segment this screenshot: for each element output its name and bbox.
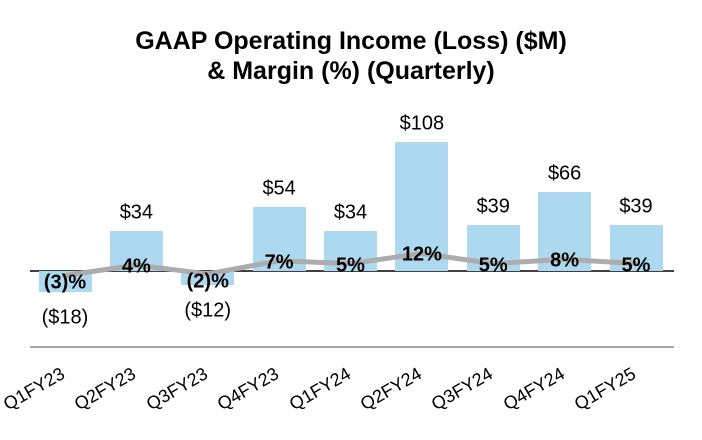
margin-value-label: 7% — [264, 251, 294, 274]
category-axis-label-Q4FY23: Q4FY23 — [214, 363, 283, 415]
margin-value-label: 5% — [478, 254, 508, 277]
bar-value-label: $108 — [399, 112, 445, 135]
bar-value-label: $66 — [547, 162, 582, 185]
chart-title: GAAP Operating Income (Loss) ($M) & Marg… — [0, 26, 702, 86]
category-axis-label-Q1FY25: Q1FY25 — [570, 363, 639, 415]
category-axis-line — [30, 345, 674, 348]
bar-value-label: $34 — [333, 201, 368, 224]
bar-value-label: $39 — [476, 195, 510, 218]
margin-value-label: (2)% — [186, 270, 229, 293]
category-axis-label-Q2FY23: Q2FY23 — [71, 363, 140, 415]
margin-value-label: (3)% — [43, 271, 87, 294]
bar-value-label: ($18) — [41, 306, 89, 329]
margin-value-label: 5% — [336, 254, 365, 277]
bar-value-label: $54 — [262, 177, 296, 200]
bar-value-label: ($12) — [184, 299, 232, 322]
bar-value-label: $34 — [119, 201, 154, 224]
category-axis-label-Q1FY24: Q1FY24 — [285, 363, 354, 415]
margin-value-label: 5% — [621, 254, 651, 277]
margin-value-label: 4% — [121, 255, 151, 278]
margin-value-label: 12% — [401, 243, 442, 266]
bar-value-label: $39 — [619, 195, 653, 218]
category-axis-label-Q4FY24: Q4FY24 — [499, 363, 568, 415]
chart-title-line2: & Margin (%) (Quarterly) — [207, 57, 495, 85]
margin-value-label: 8% — [550, 249, 580, 272]
category-axis-label-Q3FY23: Q3FY23 — [142, 363, 211, 415]
chart-title-line1: GAAP Operating Income (Loss) ($M) — [135, 27, 567, 55]
bar-Q2FY24 — [395, 142, 449, 271]
category-axis-label-Q3FY24: Q3FY24 — [428, 363, 497, 415]
